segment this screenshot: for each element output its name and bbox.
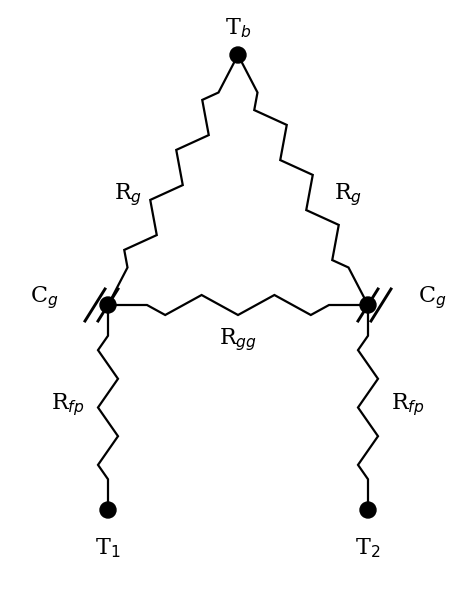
Circle shape [359, 502, 375, 518]
Circle shape [229, 47, 246, 63]
Text: R$_{gg}$: R$_{gg}$ [218, 327, 257, 353]
Text: T$_2$: T$_2$ [355, 536, 380, 560]
Text: C$_g$: C$_g$ [30, 284, 58, 312]
Circle shape [100, 297, 116, 313]
Text: R$_g$: R$_g$ [333, 182, 361, 208]
Text: R$_{fp}$: R$_{fp}$ [390, 392, 424, 418]
Text: T$_b$: T$_b$ [225, 16, 250, 40]
Circle shape [359, 297, 375, 313]
Text: R$_{fp}$: R$_{fp}$ [51, 392, 85, 418]
Text: T$_1$: T$_1$ [95, 536, 120, 560]
Text: C$_g$: C$_g$ [417, 284, 446, 312]
Circle shape [100, 502, 116, 518]
Text: R$_g$: R$_g$ [114, 182, 142, 208]
